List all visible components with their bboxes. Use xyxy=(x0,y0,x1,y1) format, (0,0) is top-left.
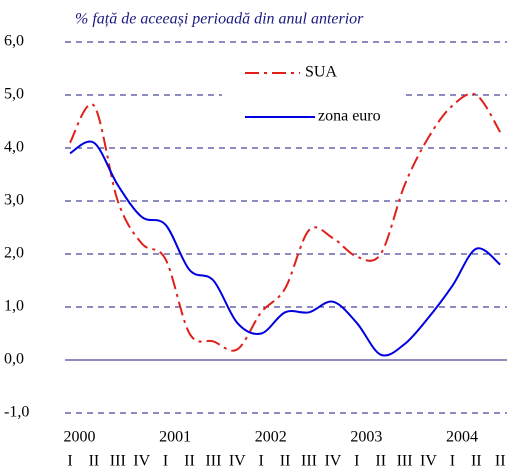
x-tick-label: I xyxy=(67,453,72,470)
x-tick-label: II xyxy=(495,453,506,470)
chart-subtitle: % față de aceeași perioadă din anul ante… xyxy=(75,11,364,28)
x-tick-label: I xyxy=(354,453,359,470)
x-tick-label: I xyxy=(450,453,455,470)
x-tick-label: III xyxy=(110,453,126,470)
y-tick-label: 0,0 xyxy=(4,351,24,368)
y-tick-label: -1,0 xyxy=(4,404,29,421)
x-tick-label: I xyxy=(259,453,264,470)
y-tick-label: 1,0 xyxy=(4,298,24,315)
x-tick-label: II xyxy=(375,453,386,470)
series-line xyxy=(69,92,502,352)
x-tick-label: IV xyxy=(420,453,437,470)
y-tick-label: 6,0 xyxy=(4,33,24,50)
series-line xyxy=(69,140,501,357)
y-tick-label: 5,0 xyxy=(4,86,24,103)
x-tick-label: IV xyxy=(133,453,150,470)
x-tick-label: II xyxy=(280,453,291,470)
legend-label: zona euro xyxy=(318,108,381,125)
year-label: 2001 xyxy=(159,429,191,446)
x-tick-label: III xyxy=(301,453,317,470)
x-tick-label: IV xyxy=(324,453,341,470)
year-label: 2004 xyxy=(446,429,478,446)
x-tick-label: II xyxy=(471,453,482,470)
x-tick-label: IV xyxy=(229,453,246,470)
year-label: 2003 xyxy=(350,429,382,446)
x-tick-label: II xyxy=(184,453,195,470)
y-tick-label: 2,0 xyxy=(4,245,24,262)
x-tick-label: II xyxy=(89,453,100,470)
year-label: 2002 xyxy=(255,429,287,446)
x-tick-label: III xyxy=(397,453,413,470)
x-tick-label: III xyxy=(205,453,221,470)
y-tick-label: 4,0 xyxy=(4,139,24,156)
x-tick-label: I xyxy=(163,453,168,470)
legend-bg xyxy=(222,58,402,134)
y-tick-label: 3,0 xyxy=(4,192,24,209)
year-label: 2000 xyxy=(64,429,96,446)
legend-label: SUA xyxy=(305,64,337,81)
